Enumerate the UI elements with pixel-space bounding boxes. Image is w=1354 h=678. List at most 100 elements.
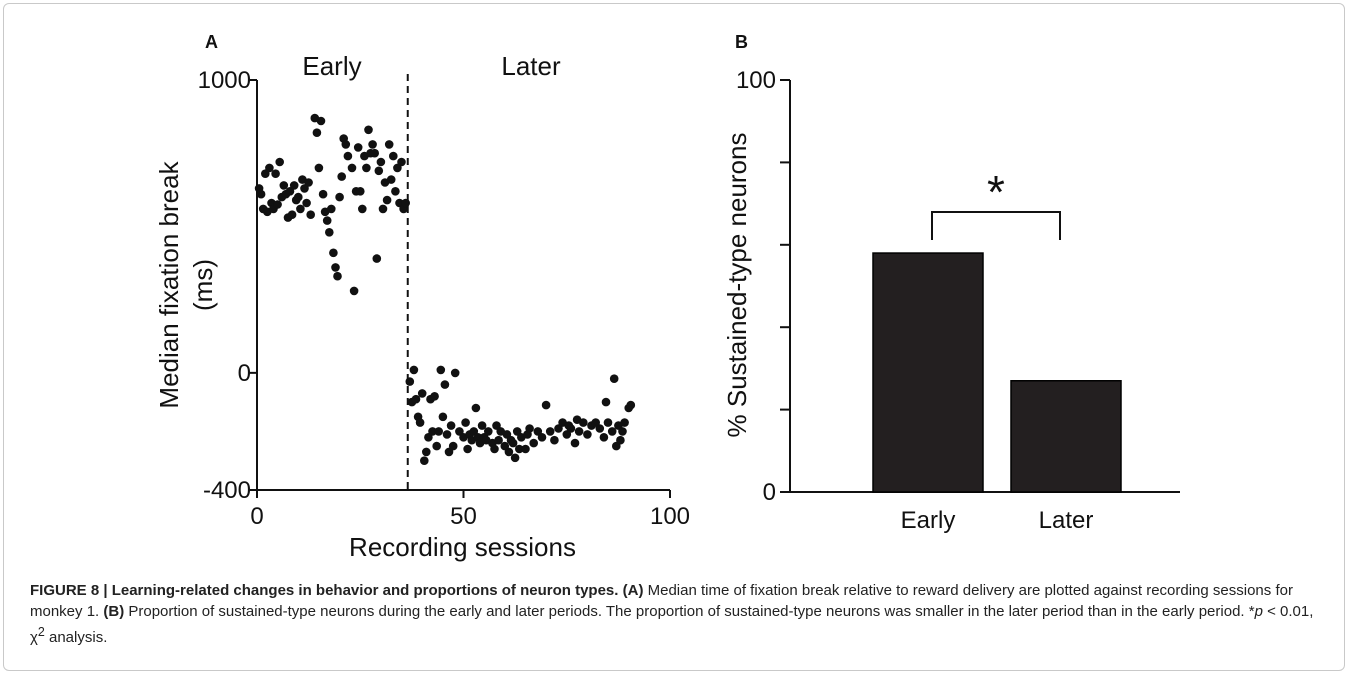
data-point [430, 392, 439, 401]
data-point [603, 418, 613, 427]
data-point [265, 163, 274, 173]
data-point [434, 427, 444, 436]
data-point [368, 140, 377, 149]
caption-b-label: (B) [103, 603, 125, 620]
panel-a-label: A [205, 32, 218, 52]
data-point [446, 421, 456, 430]
caption-b-text: Proportion of sustained-type neurons dur… [124, 603, 1255, 620]
data-point [358, 204, 367, 214]
data-point [515, 444, 524, 454]
data-point [376, 157, 386, 167]
data-point [550, 435, 559, 445]
data-point [417, 389, 427, 398]
data-point [504, 447, 514, 457]
data-point [521, 444, 530, 454]
y-tick-label: 0 [238, 360, 251, 387]
data-point [347, 163, 357, 173]
data-point [322, 216, 332, 225]
data-point [302, 198, 311, 208]
data-point [405, 377, 415, 386]
y-tick-label: 0 [763, 479, 776, 506]
data-point [440, 380, 450, 389]
data-point [343, 151, 353, 161]
y-tick-label: 1000 [198, 67, 251, 94]
data-point [289, 181, 299, 190]
data-point [494, 435, 503, 445]
data-point [325, 228, 334, 237]
caption-p-symbol: p [1254, 603, 1263, 620]
caption-stat-text: < 0.01, χ [30, 603, 1314, 646]
data-point [620, 418, 629, 427]
data-point [389, 151, 398, 161]
y-axis-title-line-2: (ms) [188, 259, 218, 311]
data-point [382, 195, 392, 205]
data-point [364, 125, 373, 135]
data-point [397, 157, 406, 167]
data-point [422, 447, 431, 457]
data-point [411, 394, 421, 404]
data-point [356, 187, 365, 196]
x-category-label: Later [1039, 507, 1094, 534]
data-point [601, 397, 611, 407]
data-point [378, 204, 388, 214]
data-point [256, 189, 266, 199]
x-tick-label: 50 [450, 503, 477, 530]
y-axis-title: % Sustained-type neurons [722, 133, 752, 438]
y-tick-label: -400 [203, 477, 251, 504]
data-point [401, 198, 411, 208]
y-tick-label: 100 [736, 67, 776, 94]
data-point [574, 427, 584, 436]
data-point [386, 175, 396, 184]
data-point [525, 424, 534, 433]
data-point [463, 444, 472, 454]
data-point [428, 427, 437, 436]
data-point [545, 427, 555, 436]
data-point [409, 365, 419, 375]
panel-b: B 100 0 % Sustained-type neurons Early Later… [722, 32, 1180, 534]
data-point [296, 204, 305, 214]
data-point [508, 438, 518, 448]
data-point [374, 166, 384, 176]
data-point [415, 418, 425, 427]
bar-early [872, 252, 984, 493]
data-point [595, 424, 605, 433]
data-point [420, 456, 429, 466]
data-point [599, 433, 609, 442]
panel-b-label: B [735, 32, 748, 52]
data-point [616, 435, 625, 445]
data-point [287, 210, 297, 219]
data-point [372, 254, 382, 263]
x-category-label: Early [901, 507, 956, 534]
data-point [541, 400, 551, 410]
y-axis-title-line-1: Median fixation break [154, 160, 184, 408]
x-axis-title: Recording sessions [349, 532, 576, 562]
data-point [484, 427, 493, 436]
caption-a-label: (A) [622, 582, 644, 599]
data-point [566, 424, 576, 433]
data-point [312, 128, 322, 137]
data-point [331, 263, 340, 272]
bar-later [1010, 380, 1122, 493]
data-point [510, 453, 520, 463]
caption-title: FIGURE 8 | Learning-related changes in b… [30, 582, 619, 599]
region-label-later: Later [501, 51, 561, 81]
significance-star: * [987, 166, 1005, 218]
panel-b-bars [872, 252, 1122, 493]
figure-caption: FIGURE 8 | Learning-related changes in b… [30, 580, 1320, 648]
data-point [438, 412, 448, 422]
data-point [529, 438, 538, 448]
data-point [436, 365, 446, 375]
data-point [609, 374, 619, 384]
data-point [618, 427, 627, 436]
data-point [306, 210, 316, 219]
data-point [316, 116, 326, 126]
data-point [477, 421, 487, 430]
data-point [327, 204, 336, 214]
data-point [333, 271, 342, 281]
data-point [279, 181, 289, 190]
data-point [318, 189, 328, 199]
data-point [362, 163, 371, 173]
data-point [294, 192, 303, 202]
